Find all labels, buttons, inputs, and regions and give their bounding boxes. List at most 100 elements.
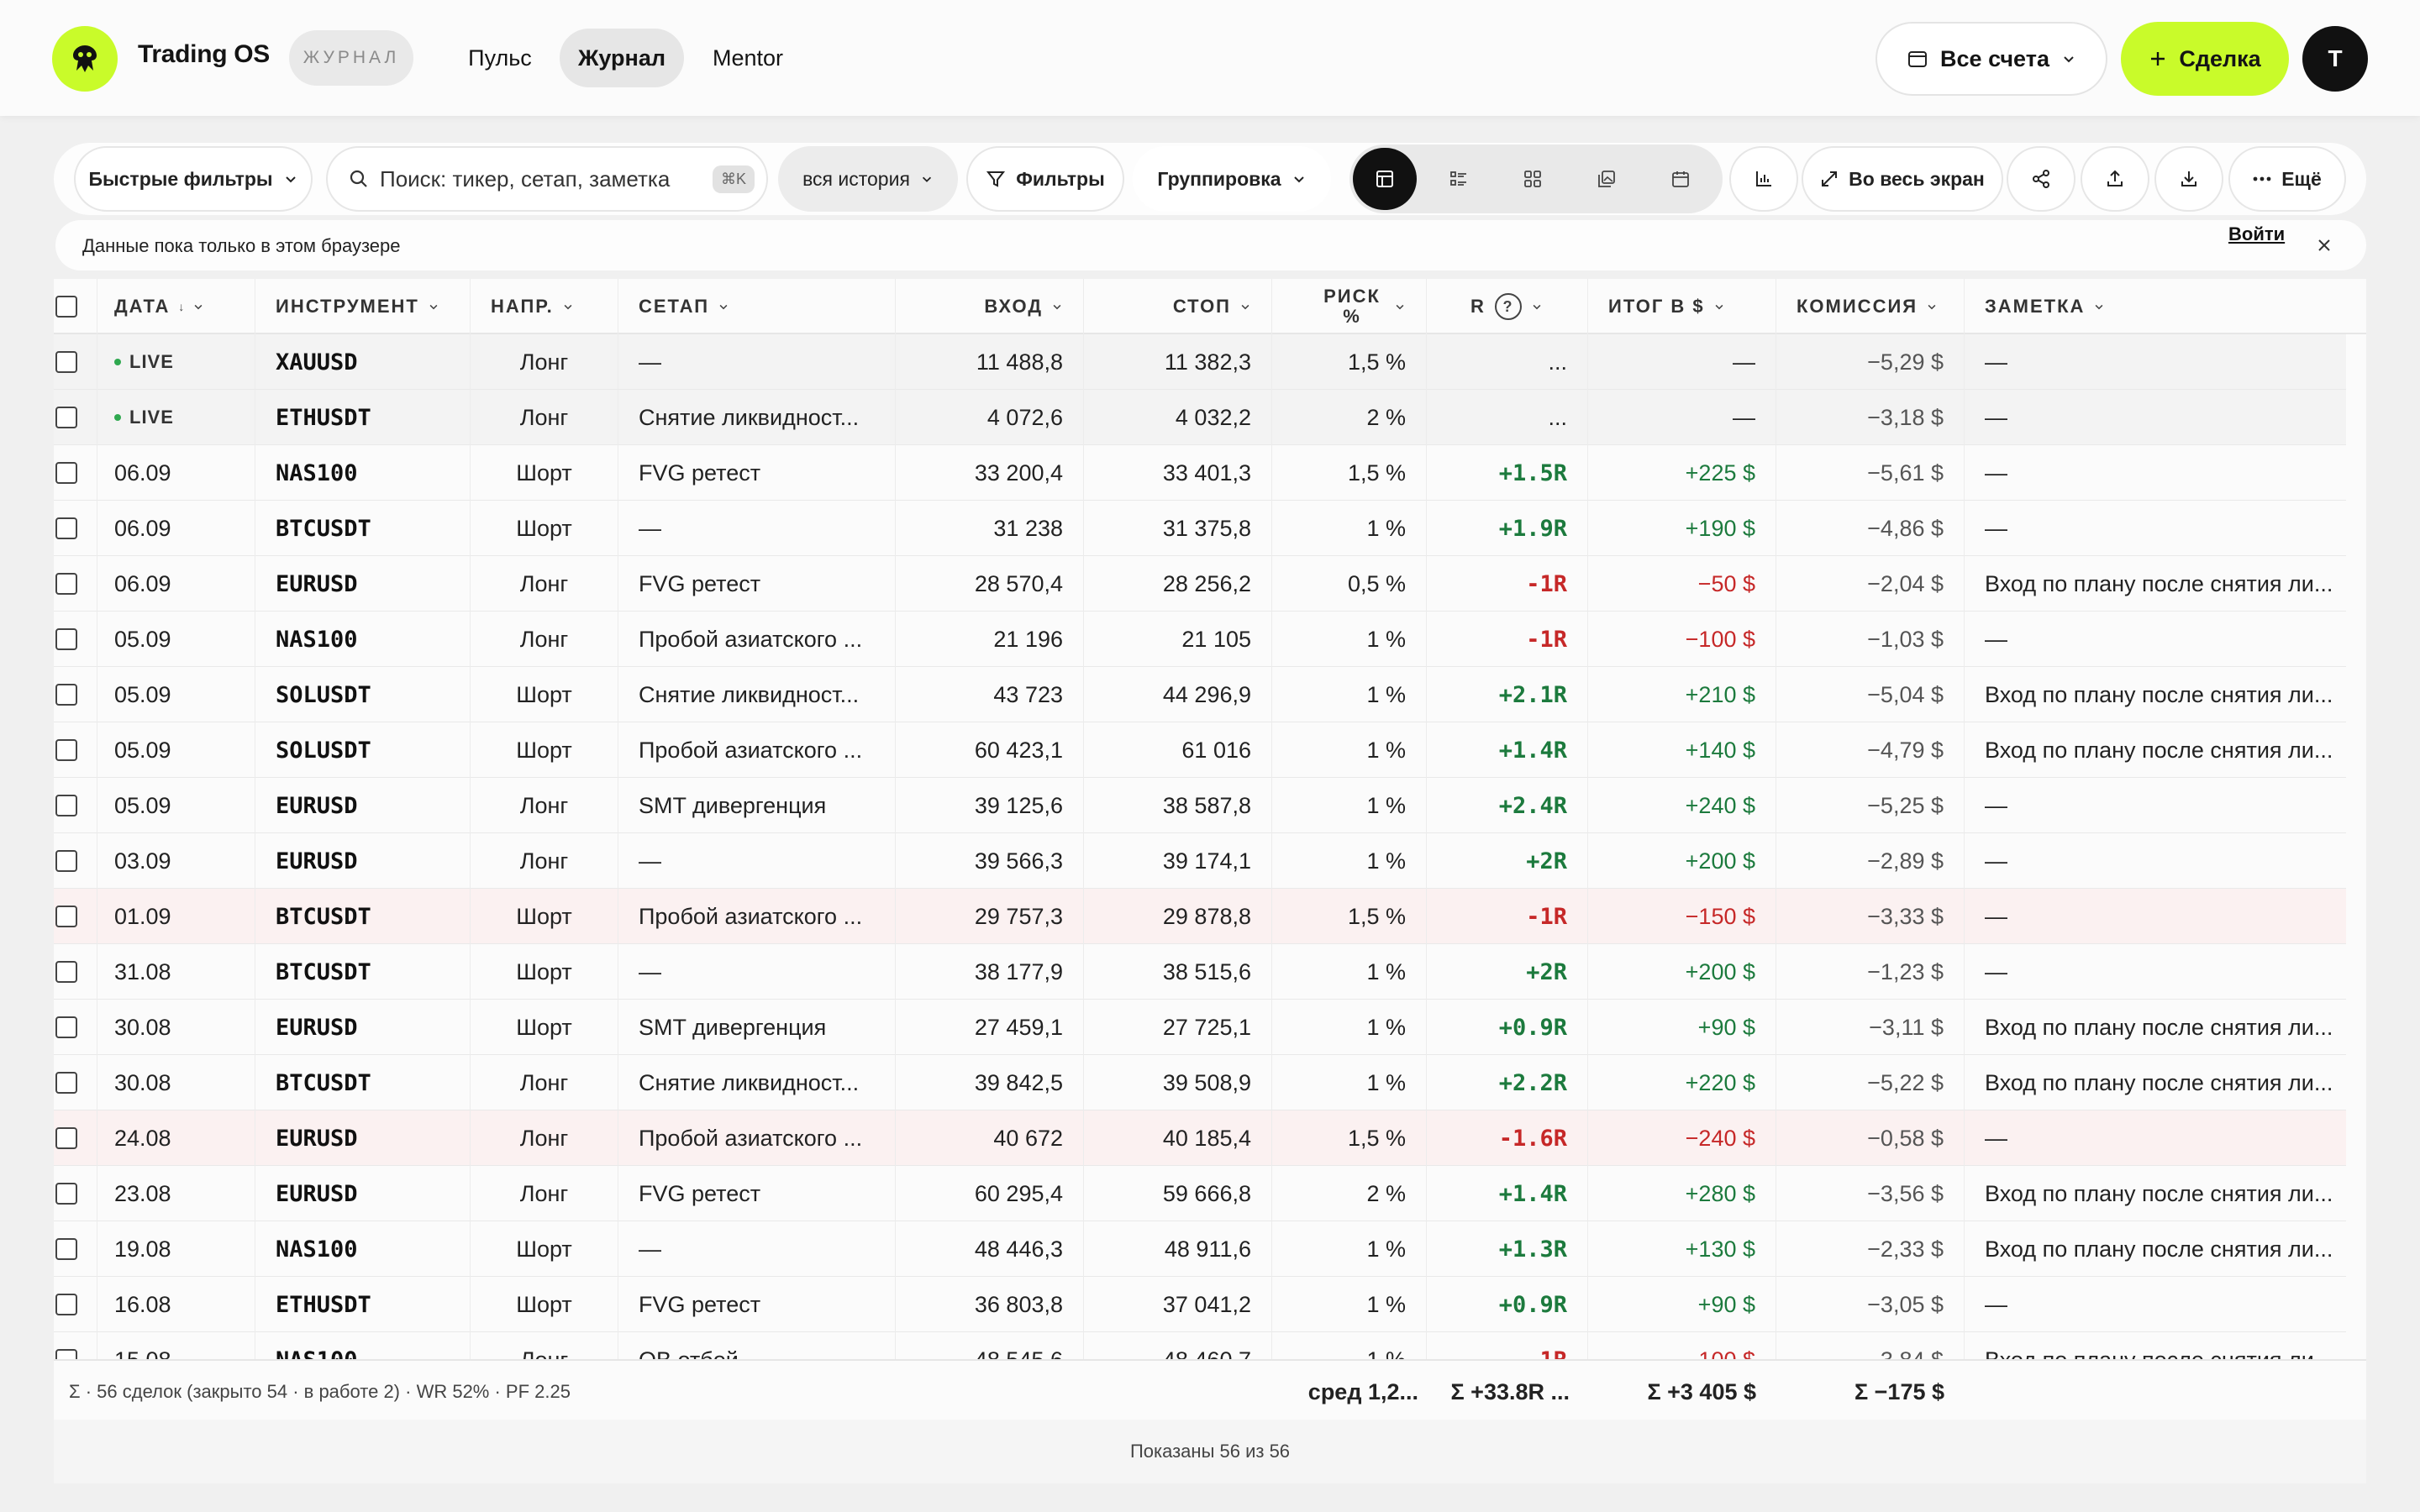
- cell-stop: 48 460,7: [1084, 1332, 1272, 1359]
- row-checkbox[interactable]: [54, 1166, 97, 1221]
- table-row[interactable]: 31.08 BTCUSDT Шорт —38 177,9 38 515,6 1 % +2R +…: [54, 944, 2346, 1000]
- gallery-view-button[interactable]: [1575, 148, 1639, 210]
- cell-setup: FVG ретест: [618, 556, 896, 612]
- chart-button[interactable]: [1729, 146, 1798, 212]
- table-row[interactable]: 05.09 EURUSD Лонг SMT дивергенция 39 125,6 38…: [54, 778, 2346, 833]
- download-button[interactable]: [2154, 146, 2223, 212]
- row-checkbox[interactable]: [54, 501, 97, 556]
- table-row[interactable]: 05.09 SOLUSDT Шорт Снятие ликвидност... 43 7…: [54, 667, 2346, 722]
- login-link[interactable]: Войти: [2228, 223, 2286, 244]
- table-row[interactable]: 15.08NAS100ЛонгOB отбой48 545,648 460,71…: [54, 1332, 2346, 1359]
- search-input[interactable]: Поиск: тикер, сетап, заметка ⌘K: [326, 146, 768, 212]
- nav-mentor[interactable]: Mentor: [712, 45, 784, 71]
- row-checkbox[interactable]: [54, 667, 97, 722]
- plus-icon: [2151, 52, 2165, 66]
- calendar-icon: [1672, 171, 1689, 187]
- row-checkbox[interactable]: [54, 944, 97, 1000]
- table-row[interactable]: 05.09 SOLUSDT Шорт Пробой азиатского ... 60 …: [54, 722, 2346, 778]
- filters-button[interactable]: Фильтры: [966, 146, 1124, 212]
- cell-direction: Лонг: [471, 334, 618, 390]
- row-checkbox[interactable]: [54, 334, 97, 390]
- cell-note: Вход по плану после снятия ли...: [1985, 737, 2333, 763]
- more-button[interactable]: Ещё: [2228, 146, 2346, 212]
- col-instrument[interactable]: ИНСТРУМЕНТ: [255, 279, 471, 334]
- cell-direction: Лонг: [471, 833, 618, 889]
- table-row[interactable]: LIVE ETHUSDT Лонг Снятие ликвидност... 4 072…: [54, 390, 2346, 445]
- row-checkbox[interactable]: [54, 778, 97, 833]
- cell-pnl: +200 $: [1588, 833, 1776, 889]
- local-storage-notice: Данные пока только в этом браузере Войти: [55, 220, 2366, 270]
- quick-filters-button[interactable]: Быстрые фильтры: [74, 146, 313, 212]
- cell-date: 31.08: [97, 944, 255, 1000]
- row-checkbox[interactable]: [54, 833, 97, 889]
- grouping-button[interactable]: Группировка: [1133, 146, 1331, 212]
- calendar-view-button[interactable]: [1649, 148, 1712, 210]
- row-checkbox[interactable]: [54, 1055, 97, 1110]
- table-view-button[interactable]: [1353, 148, 1417, 210]
- table-row[interactable]: 03.09 EURUSD Лонг —39 566,3 39 174,1 1 % +2R +2…: [54, 833, 2346, 889]
- row-checkbox[interactable]: [54, 445, 97, 501]
- avatar[interactable]: T: [2302, 26, 2368, 92]
- col-note[interactable]: ЗАМЕТКА: [1965, 279, 2366, 334]
- close-icon[interactable]: [2311, 232, 2338, 259]
- help-icon[interactable]: ?: [1494, 292, 1523, 321]
- select-all-checkbox[interactable]: [54, 279, 97, 334]
- share-button[interactable]: [2007, 146, 2075, 212]
- table-row[interactable]: LIVE XAUUSD Лонг —11 488,8 11 382,3 1,5 %... —…: [54, 334, 2346, 390]
- table-row[interactable]: 19.08 NAS100 Шорт —48 446,3 48 911,6 1 % +1.3R…: [54, 1221, 2346, 1277]
- table-row[interactable]: 06.09 EURUSD Лонг FVG ретест 28 570,4 28 256,…: [54, 556, 2346, 612]
- table-row[interactable]: 06.09 NAS100 Шорт FVG ретест 33 200,4 33 401,…: [54, 445, 2346, 501]
- table-row[interactable]: 05.09 NAS100 Лонг Пробой азиатского ... 21 1…: [54, 612, 2346, 667]
- cell-risk: 1 %: [1272, 1000, 1427, 1055]
- col-fee[interactable]: КОМИССИЯ: [1776, 279, 1965, 334]
- table-row[interactable]: 16.08 ETHUSDT Шорт FVG ретест 36 803,8 37 041…: [54, 1277, 2346, 1332]
- history-select[interactable]: вся история: [778, 146, 958, 212]
- col-r[interactable]: R ?: [1427, 279, 1588, 334]
- gallery-icon: [1598, 171, 1615, 187]
- cell-setup: —: [618, 1221, 896, 1277]
- col-date[interactable]: ДАТА ↓: [97, 279, 255, 334]
- row-checkbox[interactable]: [54, 1110, 97, 1166]
- col-entry[interactable]: ВХОД: [896, 279, 1084, 334]
- nav-journal[interactable]: Журнал: [560, 29, 684, 87]
- sort-desc-icon: ↓: [178, 300, 185, 313]
- list-view-button[interactable]: [1427, 148, 1491, 210]
- cell-pnl: −240 $: [1588, 1110, 1776, 1166]
- row-checkbox[interactable]: [54, 612, 97, 667]
- row-checkbox[interactable]: [54, 390, 97, 445]
- upload-button[interactable]: [2081, 146, 2149, 212]
- cell-risk: 0,5 %: [1272, 556, 1427, 612]
- table-row[interactable]: 30.08 BTCUSDT Лонг Снятие ликвидност... 39 8…: [54, 1055, 2346, 1110]
- col-stop[interactable]: СТОП: [1084, 279, 1272, 334]
- toolbar: Быстрые фильтры Поиск: тикер, сетап, зам…: [54, 143, 2366, 215]
- nav-pulse[interactable]: Пульс: [468, 45, 532, 71]
- col-direction[interactable]: НАПР.: [471, 279, 618, 334]
- cell-note: —: [1985, 958, 2007, 984]
- table-row[interactable]: 01.09 BTCUSDT Шорт Пробой азиатского ... 29 …: [54, 889, 2346, 944]
- section-badge: ЖУРНАЛ: [289, 30, 413, 86]
- logo-icon[interactable]: [52, 26, 118, 92]
- fullscreen-button[interactable]: Во весь экран: [1802, 146, 2003, 212]
- col-risk[interactable]: РИСК %: [1272, 279, 1427, 334]
- row-checkbox[interactable]: [54, 722, 97, 778]
- row-checkbox[interactable]: [54, 1332, 97, 1359]
- cell-r: +2R: [1427, 944, 1588, 1000]
- row-checkbox[interactable]: [54, 889, 97, 944]
- col-pnl[interactable]: ИТОГ В $: [1588, 279, 1776, 334]
- grid-view-button[interactable]: [1501, 148, 1565, 210]
- table-row[interactable]: 24.08 EURUSD Лонг Пробой азиатского ... 40 6…: [54, 1110, 2346, 1166]
- accounts-select[interactable]: Все счета: [1876, 22, 2107, 96]
- table-row[interactable]: 23.08 EURUSD Лонг FVG ретест 60 295,4 59 666,…: [54, 1166, 2346, 1221]
- bar-chart-icon: [1756, 171, 1771, 186]
- col-setup[interactable]: СЕТАП: [618, 279, 896, 334]
- cell-setup: Снятие ликвидност...: [618, 1055, 896, 1110]
- row-checkbox[interactable]: [54, 1000, 97, 1055]
- row-checkbox[interactable]: [54, 1221, 97, 1277]
- row-checkbox[interactable]: [54, 556, 97, 612]
- table-row[interactable]: 06.09 BTCUSDT Шорт —31 238 31 375,8 1 % +1.9R +…: [54, 501, 2346, 556]
- chevron-down-icon: [285, 176, 296, 183]
- table-row[interactable]: 30.08 EURUSD Шорт SMT дивергенция 27 459,1 27…: [54, 1000, 2346, 1055]
- cell-instrument: ETHUSDT: [255, 1277, 471, 1332]
- row-checkbox[interactable]: [54, 1277, 97, 1332]
- new-trade-button[interactable]: Сделка: [2121, 22, 2289, 96]
